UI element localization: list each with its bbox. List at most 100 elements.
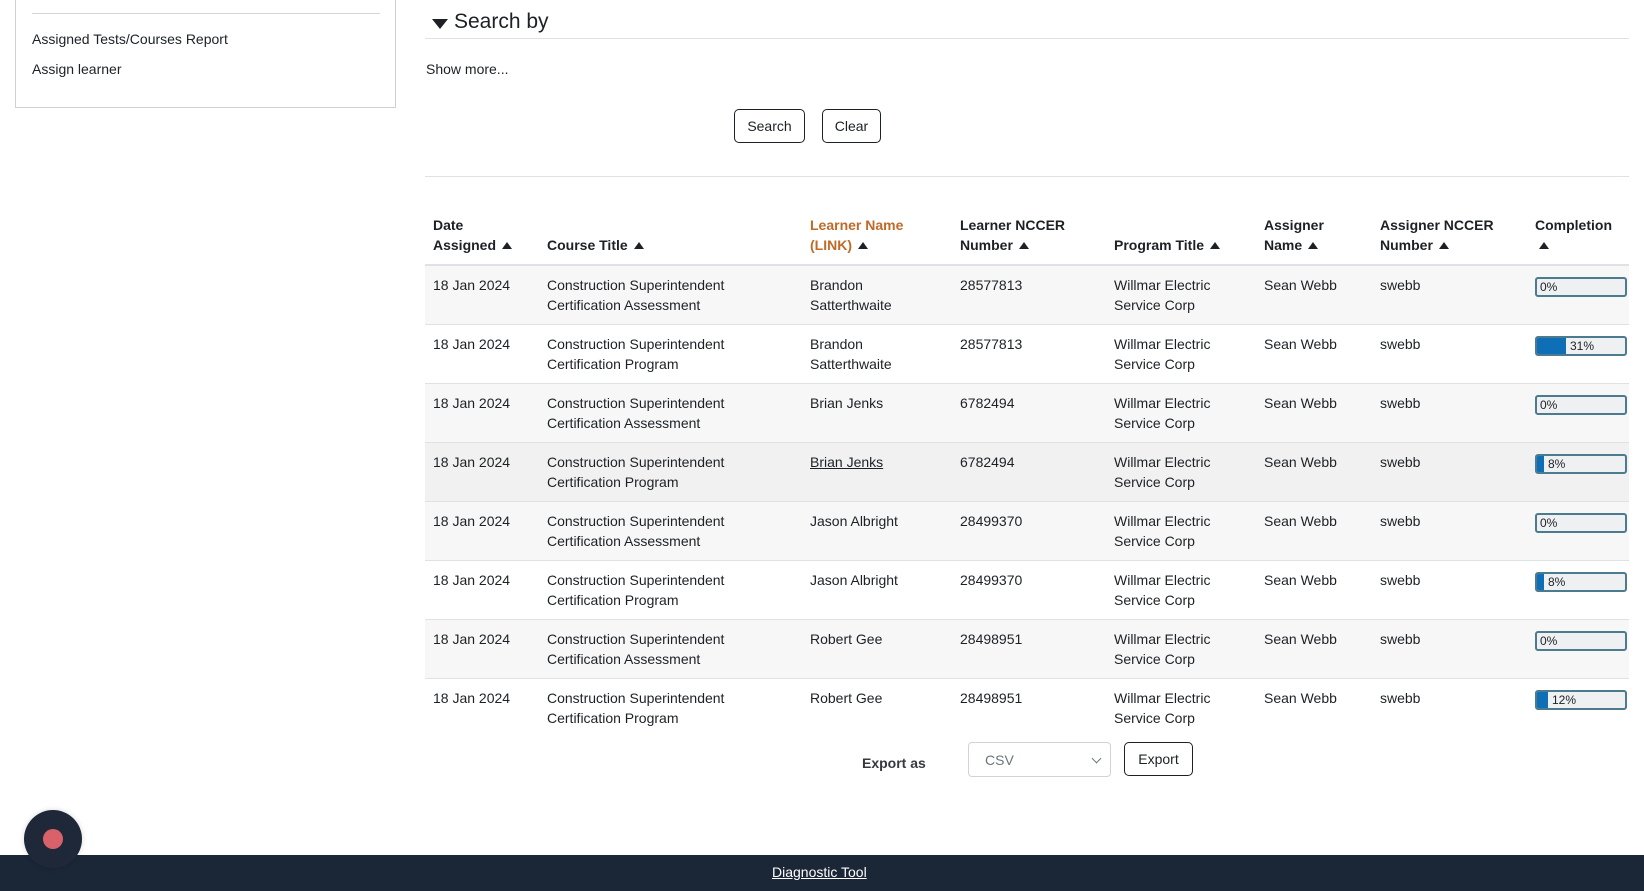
cell-date: 18 Jan 2024 [425,560,539,620]
cell-learner-nccer: 28499370 [952,560,1106,620]
cell-learner-name: Brian Jenks [802,383,952,443]
learner-link[interactable]: Robert Gee [810,631,883,647]
export-as-label: Export as [862,755,926,771]
record-dot-icon [43,829,63,849]
sidebar-link-assigned-report[interactable]: Assigned Tests/Courses Report [32,31,228,47]
completion-progress-bar: 0% [1535,513,1627,533]
table-header-row: Date Assigned Course Title Learner Name (L… [425,208,1629,266]
learner-link[interactable]: Brandon Satterthwaite [810,277,892,313]
cell-assigner-name: Sean Webb [1256,442,1372,502]
completion-progress-bar: 12% [1535,690,1627,710]
col-program-title[interactable]: Program Title [1106,208,1256,266]
cell-learner-nccer: 28577813 [952,324,1106,384]
cell-program-title: Willmar Electric Service Corp [1106,501,1256,561]
learner-link[interactable]: Brandon Satterthwaite [810,336,892,372]
sort-asc-icon[interactable] [858,241,868,249]
cell-date: 18 Jan 2024 [425,383,539,443]
cell-assigner-nccer: swebb [1372,501,1527,561]
cell-learner-name: Robert Gee [802,619,952,679]
cell-learner-name: Brandon Satterthwaite [802,264,952,325]
sort-asc-icon[interactable] [1308,241,1319,249]
cell-assigner-name: Sean Webb [1256,560,1372,620]
cell-date: 18 Jan 2024 [425,678,539,737]
cell-completion: 12% [1527,678,1629,737]
sort-asc-icon[interactable] [633,241,644,249]
learner-link[interactable]: Jason Albright [810,572,898,588]
clear-button[interactable]: Clear [822,109,881,143]
footer: Diagnostic Tool [0,855,1644,891]
cell-program-title: Willmar Electric Service Corp [1106,383,1256,443]
sidebar-link-assign-learner[interactable]: Assign learner [32,61,122,77]
caret-down-icon [432,18,448,29]
diagnostic-tool-link[interactable]: Diagnostic Tool [772,864,867,880]
col-learner-name[interactable]: Learner Name (LINK) [802,208,952,266]
cell-assigner-nccer: swebb [1372,678,1527,737]
cell-date: 18 Jan 2024 [425,442,539,502]
col-course-title[interactable]: Course Title [539,208,802,266]
search-by-toggle[interactable]: Search by [432,10,549,34]
learner-link[interactable]: Robert Gee [810,690,883,706]
col-completion[interactable]: Completion [1527,208,1629,266]
search-button[interactable]: Search [734,109,805,143]
cell-assigner-nccer: swebb [1372,619,1527,679]
completion-progress-bar: 8% [1535,572,1627,592]
cell-learner-name: Brandon Satterthwaite [802,324,952,384]
cell-completion: 31% [1527,324,1629,384]
learner-link[interactable]: Jason Albright [810,513,898,529]
completion-progress-bar: 0% [1535,277,1627,297]
table-row: 18 Jan 2024 Construction Superintendent Ce… [425,678,1629,737]
cell-learner-nccer: 28577813 [952,264,1106,325]
show-more-link[interactable]: Show more... [426,61,509,77]
table-row: 18 Jan 2024 Construction Superintendent Ce… [425,264,1629,325]
cell-learner-nccer: 6782494 [952,442,1106,502]
table-row: 18 Jan 2024 Construction Superintendent Ce… [425,383,1629,443]
section-divider [425,176,1629,177]
search-divider [425,38,1629,39]
cell-course-title: Construction Superintendent Certification… [539,383,802,443]
cell-completion: 0% [1527,501,1629,561]
cell-program-title: Willmar Electric Service Corp [1106,619,1256,679]
sort-asc-icon[interactable] [1438,241,1449,249]
sort-asc-icon[interactable] [1210,241,1220,249]
cell-assigner-name: Sean Webb [1256,383,1372,443]
export-button[interactable]: Export [1124,742,1193,776]
sort-asc-icon[interactable] [502,241,513,249]
cell-completion: 8% [1527,442,1629,502]
export-format-select[interactable]: CSV [968,742,1111,777]
cell-date: 18 Jan 2024 [425,264,539,325]
cell-date: 18 Jan 2024 [425,324,539,384]
learner-link[interactable]: Brian Jenks [810,395,884,411]
cell-course-title: Construction Superintendent Certification… [539,324,802,384]
cell-assigner-name: Sean Webb [1256,324,1372,384]
cell-assigner-name: Sean Webb [1256,501,1372,561]
col-learner-nccer[interactable]: Learner NCCER Number [952,208,1106,266]
search-by-heading: Search by [454,10,549,33]
cell-completion: 0% [1527,619,1629,679]
cell-learner-name: Jason Albright [802,560,952,620]
table-row: 18 Jan 2024 Construction Superintendent Ce… [425,442,1629,502]
cell-completion: 0% [1527,264,1629,325]
sort-asc-icon[interactable] [1018,241,1029,249]
cell-date: 18 Jan 2024 [425,619,539,679]
sort-asc-icon[interactable] [1539,241,1549,249]
cell-program-title: Willmar Electric Service Corp [1106,324,1256,384]
cell-learner-name: Robert Gee [802,678,952,737]
cell-completion: 0% [1527,383,1629,443]
table-row: 18 Jan 2024 Construction Superintendent Ce… [425,501,1629,561]
cell-course-title: Construction Superintendent Certification… [539,560,802,620]
cell-assigner-name: Sean Webb [1256,264,1372,325]
completion-progress-bar: 0% [1535,395,1627,415]
cell-course-title: Construction Superintendent Certification… [539,442,802,502]
learner-link[interactable]: Brian Jenks [810,454,884,470]
cell-learner-nccer: 6782494 [952,383,1106,443]
cell-program-title: Willmar Electric Service Corp [1106,264,1256,325]
chevron-down-icon [1091,753,1102,764]
col-assigner-name[interactable]: Assigner Name [1256,208,1372,266]
cell-completion: 8% [1527,560,1629,620]
cell-assigner-nccer: swebb [1372,442,1527,502]
col-assigner-nccer[interactable]: Assigner NCCER Number [1372,208,1527,266]
col-date-assigned[interactable]: Date Assigned [425,208,539,266]
cell-learner-nccer: 28498951 [952,619,1106,679]
floating-action-button[interactable] [24,810,82,868]
cell-program-title: Willmar Electric Service Corp [1106,560,1256,620]
